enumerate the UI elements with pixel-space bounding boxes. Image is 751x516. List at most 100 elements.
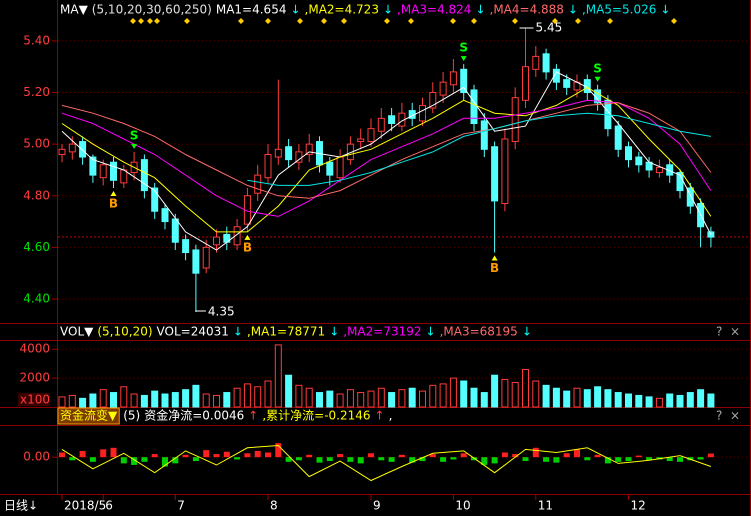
flow-bar bbox=[100, 449, 107, 458]
volume-bar bbox=[130, 393, 138, 408]
legend-item: (5,10,20,30,60,250) bbox=[92, 3, 212, 17]
candle-body bbox=[532, 55, 540, 70]
candle-body bbox=[635, 156, 643, 166]
candle-body bbox=[522, 66, 529, 101]
x-tick-label: 6 bbox=[105, 499, 113, 513]
volume-bar bbox=[460, 380, 468, 408]
candle-body bbox=[614, 125, 622, 150]
flow-bar bbox=[563, 453, 570, 458]
x-tick-label: 11 bbox=[538, 499, 553, 513]
volume-bar bbox=[336, 393, 344, 408]
ma-line bbox=[61, 99, 712, 217]
flow-bar bbox=[574, 449, 580, 458]
ma-line bbox=[61, 86, 712, 233]
candle-body bbox=[182, 239, 190, 254]
flow-bar bbox=[337, 454, 344, 458]
legend-item: ,累计净流=-0.2146 bbox=[262, 409, 370, 423]
y-tick-label: 4.80 bbox=[23, 188, 50, 202]
indicator-selector[interactable]: 资金流变▼ bbox=[60, 408, 118, 423]
volume-bar bbox=[182, 389, 190, 408]
volume-bar bbox=[707, 393, 715, 408]
signal-arrow bbox=[460, 56, 467, 62]
legend-item: ↓ bbox=[475, 3, 485, 17]
candle-body bbox=[213, 236, 220, 246]
volume-bar bbox=[305, 387, 313, 408]
candle-body bbox=[192, 249, 200, 274]
flow-bar bbox=[69, 457, 76, 461]
signal-arrow bbox=[110, 191, 117, 197]
volume-bar bbox=[522, 368, 529, 408]
panel-button[interactable]: ? bbox=[716, 325, 722, 339]
flow-bar bbox=[223, 451, 230, 458]
volume-bar bbox=[367, 390, 375, 408]
volume-bar bbox=[316, 392, 323, 408]
flow-bar bbox=[584, 457, 591, 461]
volume-bar bbox=[501, 379, 509, 408]
candle-body bbox=[264, 153, 272, 179]
candle-body bbox=[254, 174, 262, 194]
flow-bar bbox=[594, 454, 601, 458]
legend-item: 资金净流=0.0046 bbox=[144, 408, 244, 423]
panel-button[interactable]: × bbox=[730, 325, 740, 339]
indicator-selector-bg bbox=[57, 407, 120, 425]
flow-bar bbox=[162, 457, 168, 467]
candle-body bbox=[326, 161, 334, 176]
candle-body bbox=[419, 104, 426, 122]
flow-bar bbox=[677, 457, 683, 462]
flow-bar bbox=[306, 454, 313, 458]
volume-bar bbox=[326, 390, 334, 408]
panel-button[interactable]: ? bbox=[716, 409, 722, 423]
legend-item: ,MA1=78771 bbox=[247, 325, 325, 339]
volume-bar bbox=[171, 392, 179, 408]
flow-bar bbox=[398, 454, 405, 458]
volume-bar bbox=[377, 387, 385, 408]
flow-bar bbox=[419, 457, 426, 462]
y-tick-label: 5.20 bbox=[23, 85, 50, 99]
flow-bar bbox=[265, 452, 271, 458]
volume-bar bbox=[243, 383, 251, 408]
flow-bar bbox=[543, 457, 550, 462]
volume-bar bbox=[697, 389, 705, 408]
panel-button[interactable]: × bbox=[730, 409, 740, 423]
x-tick-label: 2018/5 bbox=[64, 499, 106, 513]
volume-bar bbox=[449, 377, 457, 408]
candle-body bbox=[511, 97, 519, 143]
volume-bar bbox=[470, 387, 478, 408]
candle-body bbox=[79, 141, 87, 158]
flow-bar bbox=[79, 450, 86, 458]
volume-bar bbox=[480, 392, 488, 408]
volume-bar bbox=[213, 394, 220, 408]
candle-body bbox=[336, 156, 344, 179]
volume-bar bbox=[439, 383, 447, 408]
candle-body bbox=[439, 81, 447, 96]
flow-bar bbox=[450, 457, 457, 460]
buy-signal: B bbox=[490, 261, 499, 275]
candle-body bbox=[460, 68, 468, 94]
flow-bar bbox=[192, 457, 199, 462]
volume-bar bbox=[140, 394, 148, 408]
volume-bar bbox=[645, 396, 653, 408]
unit-bg bbox=[18, 393, 50, 406]
legend-item: , bbox=[389, 409, 393, 423]
candle-body bbox=[625, 146, 632, 161]
flow-bar bbox=[460, 453, 467, 458]
volume-bar bbox=[583, 389, 591, 408]
candle-body bbox=[171, 218, 179, 243]
flow-bar bbox=[553, 457, 560, 463]
flow-bar bbox=[635, 455, 642, 458]
legend-item[interactable]: VOL▼ bbox=[60, 325, 94, 339]
flow-bar bbox=[666, 457, 673, 462]
volume-bar bbox=[161, 393, 169, 408]
flow-bar bbox=[213, 454, 220, 458]
legend-item[interactable]: MA▼ bbox=[60, 3, 89, 17]
period-selector[interactable]: 日线↓ bbox=[4, 499, 38, 513]
volume-bar bbox=[419, 390, 426, 408]
candle-body bbox=[449, 71, 457, 86]
flow-bar bbox=[141, 457, 148, 462]
legend-item: MA1=4.654 bbox=[216, 3, 287, 17]
flow-bar bbox=[182, 454, 189, 458]
volume-bar bbox=[264, 380, 272, 408]
volume-bar bbox=[491, 374, 499, 408]
buy-signal: B bbox=[109, 197, 118, 211]
